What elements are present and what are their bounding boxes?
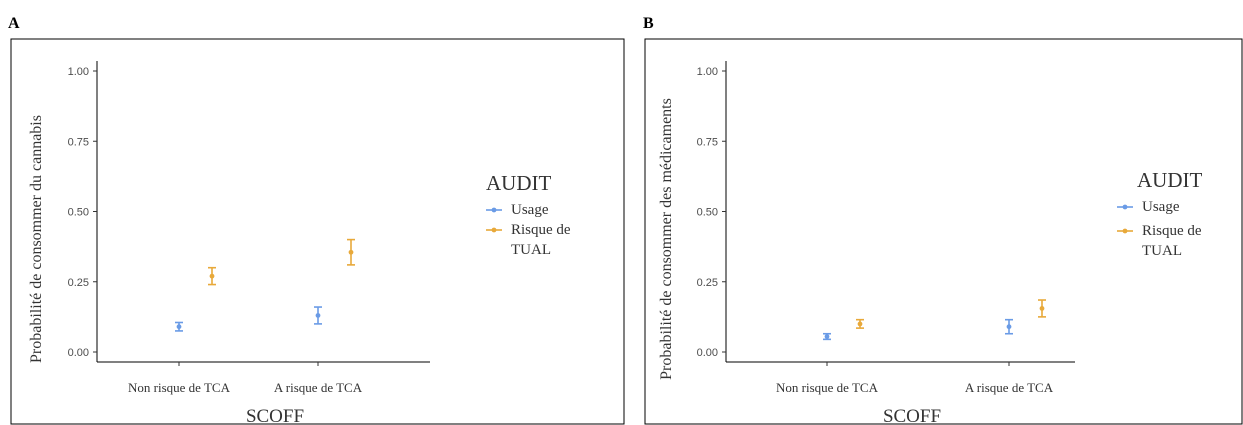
panel-a-x-axis-label: SCOFF	[246, 406, 304, 425]
panel-a-plot: 0.00 0.25 0.50 0.75 1.00 Non risque de TCA A r…	[68, 61, 430, 395]
panel-a-errorbar-usage	[314, 306, 322, 325]
panel-b-y-tick-label: 0.75	[697, 136, 718, 148]
panel-b-legend-label: Risque de TUAL	[1142, 223, 1202, 259]
panel-b-legend-label: Usage	[1142, 199, 1180, 215]
panel-a-y-tick-label: 1.00	[68, 66, 89, 78]
panel-a-legend-label: Usage	[511, 202, 549, 218]
errorbar-point	[1006, 324, 1012, 330]
panel-b-y-tick-label: 0.25	[697, 277, 718, 289]
panel-letter-a: A	[8, 15, 20, 32]
panel-b-plot: 0.00 0.25 0.50 0.75 1.00 Non risque de TCA A r…	[697, 61, 1075, 395]
panel-a-y-tick-label: 0.25	[68, 277, 89, 289]
panel-b-errorbar-usage	[1005, 318, 1013, 335]
panel-a-errorbar-usage	[175, 321, 183, 332]
panel-a-y-tick-label: 0.00	[68, 347, 89, 359]
panel-a-legend: AUDIT Usage Risque de TUAL	[486, 171, 571, 258]
panel-b-legend: AUDIT Usage Risque de TUAL	[1117, 168, 1202, 259]
panel-a-x-tick-label: A risque de TCA	[274, 380, 363, 395]
panel-b-frame	[644, 38, 1243, 425]
panel-b-errorbar-risque	[856, 318, 864, 329]
panel-b-errorbar-usage	[823, 332, 831, 341]
panel-b-errorbar-risque	[1038, 299, 1046, 318]
panel-a-y-tick-label: 0.75	[68, 136, 89, 148]
panel-b-x-tick-label: A risque de TCA	[965, 380, 1054, 395]
panel-b-x-tick-label: Non risque de TCA	[776, 380, 879, 395]
panel-b-y-tick-label: 0.00	[697, 347, 718, 359]
panel-b-legend-title: AUDIT	[1137, 168, 1202, 192]
panel-b: B 0.00 0.25 0.50 0.75 1.00 Non risque de TCA A…	[643, 15, 1243, 425]
panel-a-legend-key-point	[491, 207, 497, 213]
errorbar-point	[1039, 306, 1045, 311]
errorbar-point	[824, 334, 830, 339]
panel-a-errorbar-risque	[347, 238, 355, 266]
panel-a-errorbar-risque	[208, 266, 216, 286]
panel-b-y-tick-label: 1.00	[697, 66, 718, 78]
errorbar-point	[176, 324, 182, 330]
panel-b-y-tick-label: 0.50	[697, 207, 718, 219]
panel-a-x-tick-label: Non risque de TCA	[128, 380, 231, 395]
panel-b-y-axis-label: Probabilité de consommer des médicaments	[658, 98, 675, 380]
panel-b-legend-key-point	[1122, 204, 1128, 210]
panel-b-x-axis-label: SCOFF	[883, 406, 941, 425]
panel-a-frame	[10, 38, 625, 425]
errorbar-point	[857, 321, 863, 327]
errorbar-point	[315, 313, 321, 318]
panel-b-legend-key-point	[1122, 228, 1128, 234]
panel-a: A 0.00 0.25 0.50 0.75 1.00 Non risque de TCA A…	[8, 15, 625, 425]
panel-a-y-tick-label: 0.50	[68, 207, 89, 219]
errorbar-point	[209, 273, 215, 279]
panel-a-legend-key-point	[491, 227, 497, 233]
panel-a-legend-title: AUDIT	[486, 171, 551, 195]
panel-a-legend-label: Risque de TUAL	[511, 222, 571, 258]
panel-a-y-axis-label: Probabilité de consommer du cannabis	[28, 115, 45, 363]
panel-letter-b: B	[643, 15, 654, 32]
errorbar-point	[348, 249, 354, 255]
